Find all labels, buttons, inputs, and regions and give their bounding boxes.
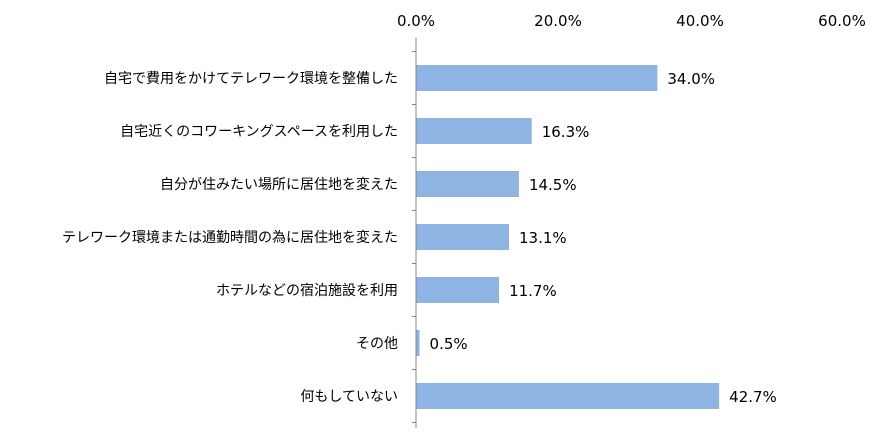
x-axis-ticks: 0.0% 20.0% 40.0% 60.0% bbox=[397, 12, 866, 30]
category-label: 何もしていない bbox=[300, 389, 398, 405]
x-tick-label: 0.0% bbox=[397, 12, 435, 30]
bar bbox=[416, 118, 532, 144]
x-tick-label: 60.0% bbox=[818, 12, 866, 30]
category-label: 自宅近くのコワーキングスペースを利用した bbox=[120, 124, 398, 140]
category-label: ホテルなどの宿泊施設を利用 bbox=[216, 282, 398, 299]
x-tick-label: 40.0% bbox=[676, 12, 724, 30]
category-labels: 自宅で費用をかけてテレワーク環境を整備した自宅近くのコワーキングスペースを利用し… bbox=[62, 71, 398, 405]
bar bbox=[416, 65, 658, 91]
data-labels: 34.0% 16.3% 14.5% 13.1% 11.7% 0.5% 42.7% bbox=[430, 70, 777, 406]
category-label: 自分が住みたい場所に居住地を変えた bbox=[160, 176, 398, 193]
data-label: 0.5% bbox=[430, 335, 468, 353]
bar bbox=[416, 383, 720, 409]
x-tick-label: 20.0% bbox=[534, 12, 582, 30]
data-label: 14.5% bbox=[529, 176, 577, 194]
bars-group bbox=[416, 65, 720, 409]
data-label: 42.7% bbox=[729, 388, 777, 406]
bar bbox=[416, 330, 420, 356]
category-label: その他 bbox=[356, 336, 398, 352]
data-label: 13.1% bbox=[519, 229, 567, 247]
data-label: 34.0% bbox=[667, 70, 715, 88]
data-label: 11.7% bbox=[509, 282, 557, 300]
category-label: テレワーク環境または通勤時間の為に居住地を変えた bbox=[62, 229, 398, 246]
bar bbox=[416, 277, 500, 303]
data-label: 16.3% bbox=[542, 123, 590, 141]
category-label: 自宅で費用をかけてテレワーク環境を整備した bbox=[104, 71, 398, 87]
bar bbox=[416, 224, 510, 250]
bar bbox=[416, 171, 519, 197]
y-axis bbox=[412, 38, 417, 428]
